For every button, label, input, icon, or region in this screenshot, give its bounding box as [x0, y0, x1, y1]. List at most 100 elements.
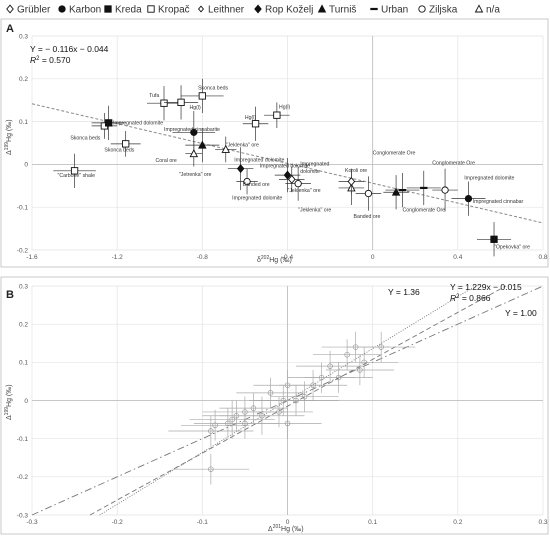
data-point [172, 110, 216, 154]
point-marker [357, 367, 363, 373]
legend-entry-4: Leithner [208, 5, 245, 16]
data-point [168, 415, 254, 447]
y-tick-label: 0.2 [19, 321, 28, 328]
point-marker [160, 99, 168, 107]
point-marker [283, 170, 292, 180]
x-tick-label: 0 [286, 519, 290, 526]
point-marker [364, 189, 373, 198]
point-label: Skonca beds [104, 148, 134, 154]
data-point [110, 131, 141, 157]
point-label: dolomite [300, 169, 320, 175]
legend-entry-0: Grübler [17, 5, 51, 16]
panel-b-line-2-label: Y = 1.229x − 0.015 [450, 282, 522, 292]
panel-b-label: B [6, 289, 14, 301]
point-marker [242, 420, 248, 427]
data-point [355, 176, 382, 211]
data-point [285, 166, 311, 201]
point-marker [190, 128, 198, 136]
y-tick-label: 0.3 [19, 283, 28, 290]
data-point [185, 128, 220, 163]
point-label: "Jeklenka" ore [288, 188, 321, 194]
legend-entry-3: Kropač [158, 5, 190, 16]
point-marker [250, 405, 257, 411]
data-point [338, 168, 365, 195]
panel-b-ticks: -0.3 -0.2 -0.1 0 0.1 0.2 0.3 0.3 0.2 0.1 0 -0.1 -0.2… [17, 283, 548, 526]
point-label: Impregnated dolomite [232, 195, 282, 201]
legend-marker-1 [58, 5, 66, 13]
legend-marker-8 [418, 5, 426, 13]
point-marker [198, 92, 206, 100]
x-tick-label: 0.8 [538, 254, 547, 261]
point-marker [251, 120, 260, 128]
legend-entry-7: Urban [381, 5, 408, 16]
point-marker [177, 98, 185, 106]
point-marker [284, 420, 291, 427]
data-point [189, 400, 275, 439]
panel-a-points [53, 78, 512, 257]
point-marker [293, 397, 299, 404]
panel-b-line-1-label: Y = 1.36 [388, 287, 420, 297]
legend-marker-6 [317, 4, 327, 13]
point-label: Impregnated dolomite [464, 175, 514, 181]
panel-a-point-labels: "Carbone" shale Skonca beds Impregnated do… [58, 86, 531, 251]
x-tick-label: 0.4 [453, 254, 462, 261]
point-marker [273, 111, 281, 119]
point-label: Conglomerate Ore [432, 160, 475, 166]
y-tick-label: 0.1 [19, 360, 28, 367]
panel-b-line-3-label: Y = 1.00 [505, 308, 537, 318]
point-marker [122, 140, 130, 148]
data-point [242, 106, 269, 141]
data-point [219, 396, 305, 435]
data-point [406, 170, 441, 206]
point-label: Conglomerate Ore [373, 151, 416, 157]
point-marker [104, 119, 113, 127]
x-tick-label: -1.2 [112, 254, 124, 261]
data-point [313, 339, 382, 370]
point-label: Impregnated dolomite [260, 163, 310, 169]
data-point [451, 181, 486, 216]
point-label: Impregnated cinnabarite [164, 127, 220, 133]
y-tick-label: 0.2 [19, 76, 28, 83]
point-marker [361, 359, 367, 366]
y-tick-label: -0.1 [17, 205, 29, 212]
y-tick-label: 0.3 [19, 33, 28, 40]
panel-a-ticks: -1.6 -1.2 -0.8 -0.4 0 0.4 0.8 0.3 0.2 0.1 0 -0.1 -0.… [17, 33, 548, 261]
data-point [215, 136, 237, 163]
data-point [227, 147, 254, 191]
point-marker [391, 187, 401, 196]
point-marker [490, 235, 498, 243]
point-marker [189, 149, 199, 158]
point-marker [243, 177, 251, 186]
point-label: "Carbone" shale [58, 173, 96, 179]
panel-a: A "Carbone" shale Skonca beds Impregnated … [0, 18, 549, 268]
x-tick-label: -1.6 [26, 254, 38, 261]
legend-marker-0 [6, 4, 14, 14]
panel-a-ylabel: Δ199Hg (‰) [4, 119, 13, 155]
panel-b-line-2-r2: R2 = 0.866 [450, 293, 491, 303]
data-point [185, 140, 203, 167]
point-marker [294, 180, 302, 188]
point-label: Coral ore [155, 158, 176, 164]
data-point [325, 354, 394, 386]
point-label: "Jeklenka" ore [226, 142, 259, 148]
data-point [304, 362, 373, 393]
panel-b-frame [0, 276, 549, 535]
panel-a-xlabel: δ202Hg (‰) [257, 255, 292, 264]
point-label: Koroli ore [345, 168, 367, 174]
x-tick-label: 0 [371, 254, 375, 261]
point-label: Hg(l) [190, 105, 202, 111]
point-label: "Jetrenka" ore [179, 172, 212, 178]
panel-a-fit-r2: R2 = 0.570 [30, 55, 71, 65]
point-label: Skonca beds [198, 86, 228, 92]
point-label: "Opekovka" ore [494, 244, 530, 250]
point-label: Impregnated dolomite [234, 157, 284, 163]
data-point [330, 347, 399, 378]
data-point [278, 369, 348, 401]
point-marker [208, 428, 214, 434]
data-point [432, 168, 458, 212]
point-marker [464, 194, 473, 203]
panel-a-grid [31, 35, 544, 251]
point-marker [276, 409, 282, 415]
data-point [172, 453, 250, 485]
data-point [181, 410, 250, 441]
